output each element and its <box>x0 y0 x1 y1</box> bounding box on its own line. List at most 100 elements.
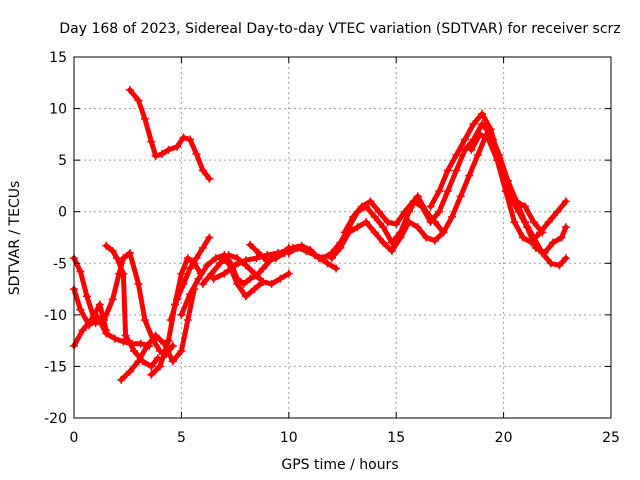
data-point <box>177 310 186 319</box>
data-point <box>555 261 564 270</box>
data-point <box>497 166 506 175</box>
data-point <box>158 149 167 158</box>
data-point <box>465 171 474 180</box>
series-trace <box>118 286 197 383</box>
data-point <box>400 207 409 216</box>
data-point <box>147 137 156 146</box>
y-axis-label: SDTVAR / TECUs <box>7 181 23 296</box>
data-point <box>536 228 545 237</box>
data-point <box>134 279 143 288</box>
series-track-1 <box>125 86 214 183</box>
data-point <box>514 207 523 216</box>
data-point <box>76 305 85 314</box>
data-point <box>332 264 341 273</box>
data-point <box>205 233 214 242</box>
data-point <box>125 367 134 376</box>
data-point <box>443 166 452 175</box>
series-track-5 <box>102 241 162 371</box>
data-point <box>185 264 194 273</box>
data-point <box>119 269 128 278</box>
data-point <box>192 149 201 158</box>
data-point <box>168 341 177 350</box>
ticks: 0 5 10 15 20 25 -20 -15 -10 -5 0 5 10 15 <box>44 50 620 446</box>
data-point <box>460 135 469 144</box>
data-point <box>108 246 117 255</box>
data-point <box>284 248 293 257</box>
x-tick-label: 15 <box>387 430 405 446</box>
data-point <box>110 334 119 343</box>
data-point <box>246 240 255 249</box>
data-point <box>205 174 214 183</box>
data-point <box>125 86 134 95</box>
data-point <box>531 243 540 252</box>
data-point <box>375 207 384 216</box>
data-point <box>467 145 476 154</box>
data-point <box>422 233 431 242</box>
data-point <box>216 254 225 263</box>
data-point <box>469 120 478 129</box>
plot-border <box>73 56 612 419</box>
data-point <box>301 246 310 255</box>
data-point <box>198 243 207 252</box>
data-point <box>168 357 177 366</box>
data-point <box>456 192 465 201</box>
data-point <box>207 269 216 278</box>
data-point <box>259 264 268 273</box>
data-point <box>147 370 156 379</box>
data-point <box>510 218 519 227</box>
data-point <box>379 223 388 232</box>
x-tick-label: 25 <box>602 430 620 446</box>
x-tick-label: 10 <box>280 430 298 446</box>
x-tick-label: 20 <box>495 430 513 446</box>
data-point <box>87 316 96 325</box>
y-tick-label: -20 <box>44 411 67 427</box>
data-point <box>125 248 134 257</box>
data-point <box>185 290 194 299</box>
data-point <box>362 218 371 227</box>
data-point <box>254 248 263 257</box>
data-point <box>259 277 268 286</box>
data-point <box>250 285 259 294</box>
data-point <box>164 145 173 154</box>
data-point <box>76 267 85 276</box>
data-point <box>413 223 422 232</box>
data-point <box>435 207 444 216</box>
data-point <box>396 233 405 242</box>
data-point <box>546 259 555 268</box>
data-point <box>82 292 91 301</box>
series-trace <box>490 137 569 256</box>
data-point <box>475 130 484 139</box>
data-point <box>553 207 562 216</box>
data-point <box>549 238 558 247</box>
data-point <box>392 220 401 229</box>
data-point <box>557 233 566 242</box>
data-point <box>370 212 379 221</box>
series-track-19 <box>488 135 570 257</box>
data-point <box>250 269 259 278</box>
data-point <box>319 254 328 263</box>
data-point <box>220 269 229 278</box>
chart-title: Day 168 of 2023, Sidereal Day-to-day VTE… <box>59 21 620 37</box>
data-point <box>140 114 149 123</box>
data-point <box>561 254 570 263</box>
data-point <box>336 243 345 252</box>
data-point <box>340 228 349 237</box>
y-tick-label: 0 <box>58 205 67 221</box>
data-point <box>413 192 422 201</box>
data-point <box>561 197 570 206</box>
data-point <box>117 375 126 384</box>
data-point <box>540 248 549 257</box>
data-point <box>108 295 117 304</box>
data-point <box>241 256 250 265</box>
data-point <box>366 197 375 206</box>
data-point <box>246 274 255 283</box>
y-tick-label: 5 <box>58 153 67 169</box>
data-point <box>192 254 201 263</box>
data-point <box>488 135 497 144</box>
data-point <box>224 251 233 260</box>
data-point <box>151 331 160 340</box>
data-point <box>506 192 515 201</box>
data-point <box>357 202 366 211</box>
data-point <box>177 346 186 355</box>
data-point <box>119 337 128 346</box>
